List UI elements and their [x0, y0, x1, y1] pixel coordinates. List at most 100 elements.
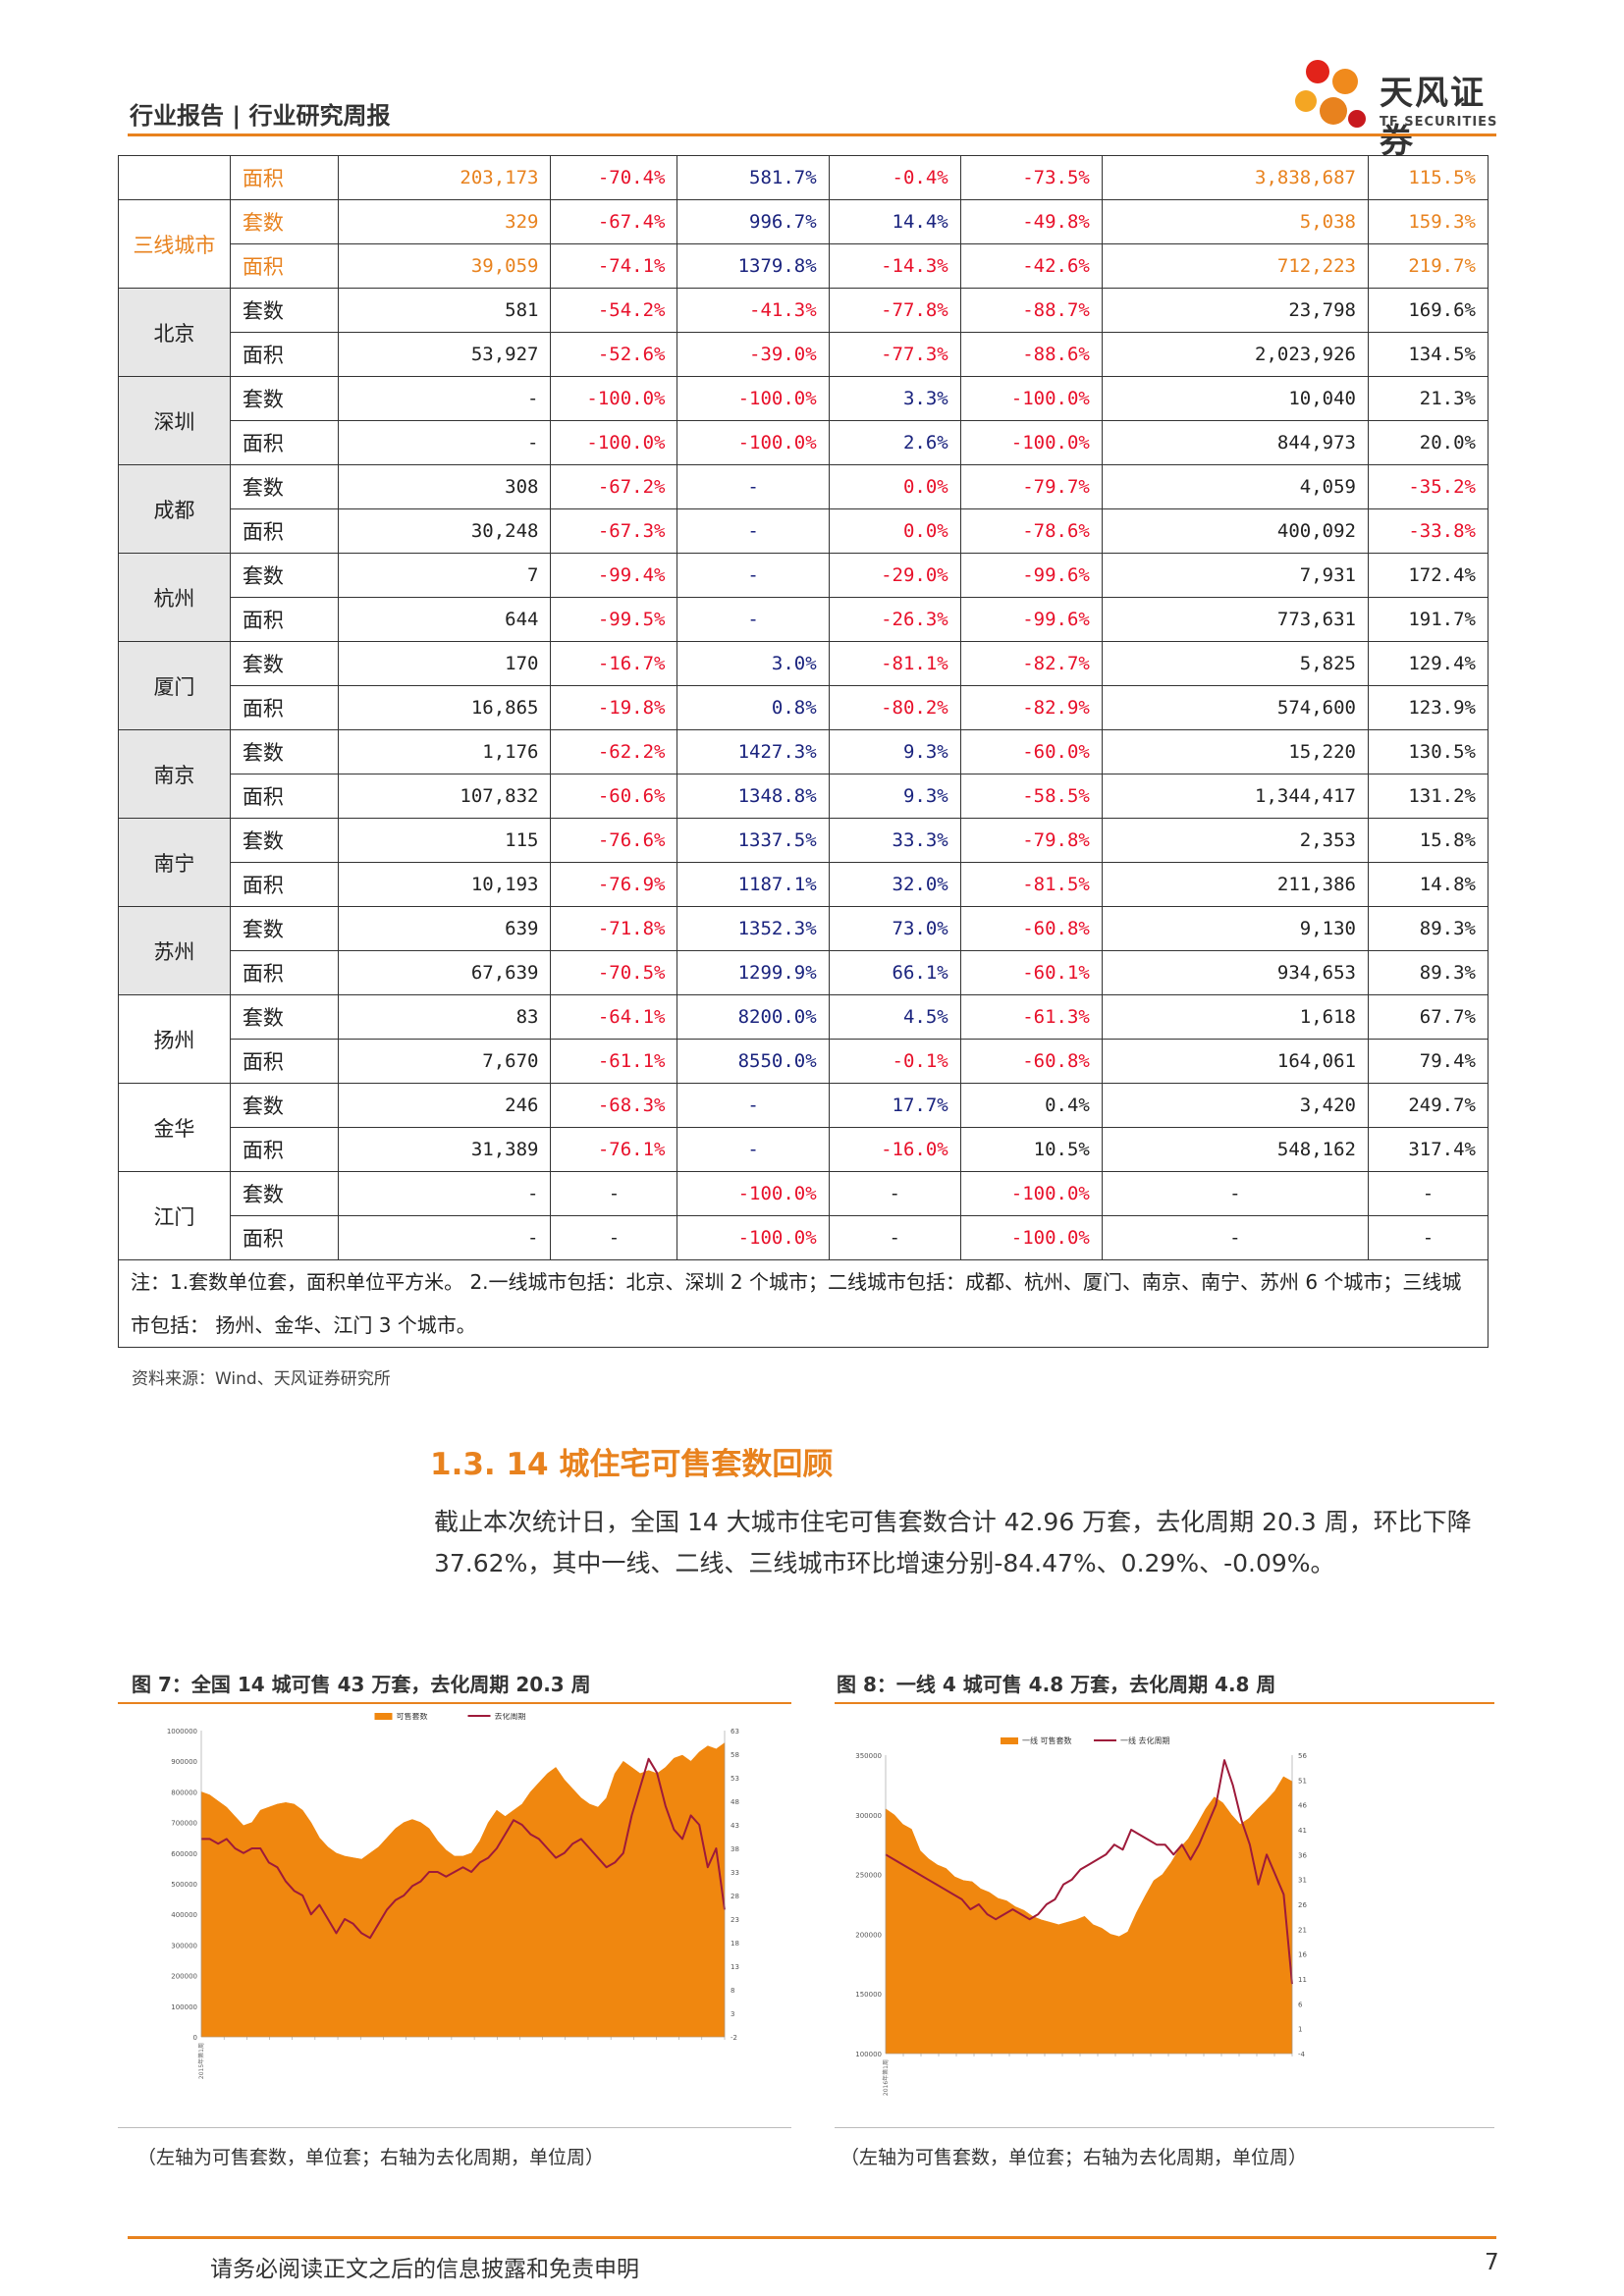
y-left-tick-label: 150000 — [855, 1991, 882, 1999]
area-series-available-units — [885, 1776, 1293, 2055]
value-cell: 67,639 — [337, 950, 552, 995]
value-cell: 131.2% — [1367, 774, 1489, 819]
logo-subtitle: TF SECURITIES — [1380, 115, 1498, 130]
value-cell: -88.6% — [959, 332, 1103, 377]
value-cell: -26.3% — [828, 597, 961, 642]
value-cell: -60.1% — [959, 950, 1103, 995]
y-left-tick-label: 350000 — [855, 1752, 882, 1760]
value-cell: 3.0% — [677, 641, 830, 686]
y-right-tick-label: 13 — [731, 1963, 739, 1971]
figure-7-title: 图 7：全国 14 城可售 43 万套，去化周期 20.3 周 — [132, 1673, 591, 1696]
value-cell: 548,162 — [1101, 1127, 1369, 1172]
tf-logo-icon — [1295, 60, 1366, 128]
value-cell: 8550.0% — [677, 1039, 830, 1084]
metric-label-cell: 套数 — [229, 1083, 339, 1128]
value-cell: -62.2% — [550, 729, 678, 774]
value-cell: -67.2% — [550, 464, 678, 509]
value-cell: -29.0% — [828, 553, 961, 598]
value-cell: 130.5% — [1367, 729, 1489, 774]
value-cell: 10.5% — [959, 1127, 1103, 1172]
value-cell: -81.1% — [828, 641, 961, 686]
y-right-tick-label: -4 — [1298, 2051, 1306, 2058]
value-cell: - — [677, 508, 830, 554]
table-note-row: 注：1.套数单位套，面积单位平方米。 2.一线城市包括：北京、深圳 2 个城市；… — [118, 1259, 1489, 1348]
value-cell: 4.5% — [828, 994, 961, 1040]
y-left-tick-label: 800000 — [171, 1789, 197, 1796]
value-cell: 73.0% — [828, 906, 961, 951]
metric-label-cell: 套数 — [229, 1171, 339, 1216]
value-cell: 1299.9% — [677, 950, 830, 995]
metric-label-cell: 套数 — [229, 199, 339, 244]
table-row: 面积 67,639 -70.5% 1299.9% 66.1% -60.1% 934,653 8… — [119, 950, 1489, 995]
value-cell: -76.1% — [550, 1127, 678, 1172]
y-right-tick-label: 31 — [1298, 1877, 1307, 1885]
table-row: 江门 套数 - - -100.0% - -100.0% - - — [118, 1171, 1489, 1260]
logo-name: 天风证券 — [1380, 74, 1486, 161]
table-row: 南宁 套数 115 -76.6% 1337.5% 33.3% -79.8% 2,353 15.8… — [118, 818, 1489, 907]
value-cell: -61.3% — [959, 994, 1103, 1040]
y-right-tick-label: 11 — [1298, 1976, 1307, 1984]
value-cell: 581 — [337, 288, 552, 333]
table-row: 面积 53,927 -52.6% -39.0% -77.3% -88.6% 2,023,92… — [119, 332, 1489, 377]
value-cell: 639 — [337, 906, 552, 951]
value-cell: 129.4% — [1367, 641, 1489, 686]
value-cell: 934,653 — [1101, 950, 1369, 995]
value-cell: - — [337, 1215, 552, 1260]
value-cell: - — [1367, 1215, 1489, 1260]
table-row: 面积 644 -99.5% - -26.3% -99.6% 773,631 191.7% — [119, 597, 1489, 642]
table-row: 厦门 套数 170 -16.7% 3.0% -81.1% -82.7% 5,825 129.4% — [118, 641, 1489, 730]
value-cell: 329 — [337, 199, 552, 244]
figure-7-chart: 0 100000 200000 300000 400000 500000 600000 700… — [167, 1713, 739, 2079]
value-cell: 134.5% — [1367, 332, 1489, 377]
table-row: 面积 16,865 -19.8% 0.8% -80.2% -82.9% 574,600 123… — [119, 685, 1489, 730]
value-cell: -0.4% — [828, 155, 961, 200]
value-cell: 712,223 — [1101, 243, 1369, 289]
figure-8-divider — [835, 1702, 1494, 1704]
value-cell: -100.0% — [677, 420, 830, 465]
value-cell: -100.0% — [959, 420, 1103, 465]
y-left-tick-label: 0 — [193, 2034, 197, 2042]
table-row: 金华 套数 246 -68.3% -17.7% 0.4% 3,420 249.7% — [118, 1083, 1489, 1172]
table-row: 三线城市 套数 329 -67.4% 996.7% 14.4% -49.8% 5,038 159… — [118, 199, 1489, 289]
y-right-tick-label: -2 — [731, 2034, 737, 2042]
value-cell: -100.0% — [677, 1171, 830, 1216]
value-cell: 4,059 — [1101, 464, 1369, 509]
legend-label: 可售套数 — [397, 1713, 428, 1721]
table-row: 面积 30,248 -67.3% -0.0% -78.6% 400,092 -33.8% — [119, 508, 1489, 554]
y-right-tick-label: 48 — [731, 1798, 739, 1806]
value-cell: -41.3% — [677, 288, 830, 333]
value-cell: -71.8% — [550, 906, 678, 951]
y-right-tick-label: 56 — [1298, 1752, 1307, 1760]
line-series-absorption-cycle — [885, 1759, 1293, 1985]
y-left-tick-label: 100000 — [171, 2003, 197, 2011]
value-cell: 844,973 — [1101, 420, 1369, 465]
value-cell: 581.7% — [677, 155, 830, 200]
city-name-cell: 深圳 — [118, 376, 231, 465]
metric-label-cell: 面积 — [229, 332, 339, 377]
y-right-tick-label: 63 — [731, 1728, 739, 1735]
metric-label-cell: 套数 — [229, 818, 339, 863]
value-cell: -79.8% — [959, 818, 1103, 863]
legend-label: 一线 去化周期 — [1120, 1735, 1170, 1745]
value-cell: -78.6% — [959, 508, 1103, 554]
value-cell: -100.0% — [677, 1215, 830, 1260]
y-left-tick-label: 100000 — [855, 2051, 882, 2058]
section-title: 1.3. 14 城住宅可售套数回顾 — [430, 1447, 834, 1482]
line-series-absorption-cycle — [201, 1757, 726, 1940]
y-right-tick-label: 8 — [731, 1987, 734, 1995]
value-cell: -35.2% — [1367, 464, 1489, 509]
value-cell: 8200.0% — [677, 994, 830, 1040]
value-cell: -76.9% — [550, 862, 678, 907]
value-cell: 1379.8% — [677, 243, 830, 289]
table-row: 成都 套数 308 -67.2% -0.0% -79.7% 4,059 -35.2% — [118, 464, 1489, 554]
report-header-title: 行业报告 | 行业研究周报 — [130, 102, 391, 130]
city-name-cell: 扬州 — [118, 994, 231, 1084]
value-cell: 164,061 — [1101, 1039, 1369, 1084]
value-cell: -70.4% — [550, 155, 678, 200]
legend-swatch-area — [1001, 1737, 1018, 1744]
value-cell: -68.3% — [550, 1083, 678, 1128]
value-cell: -100.0% — [550, 376, 678, 421]
value-cell: - — [677, 1083, 830, 1128]
value-cell: -99.5% — [550, 597, 678, 642]
value-cell: -60.8% — [959, 906, 1103, 951]
